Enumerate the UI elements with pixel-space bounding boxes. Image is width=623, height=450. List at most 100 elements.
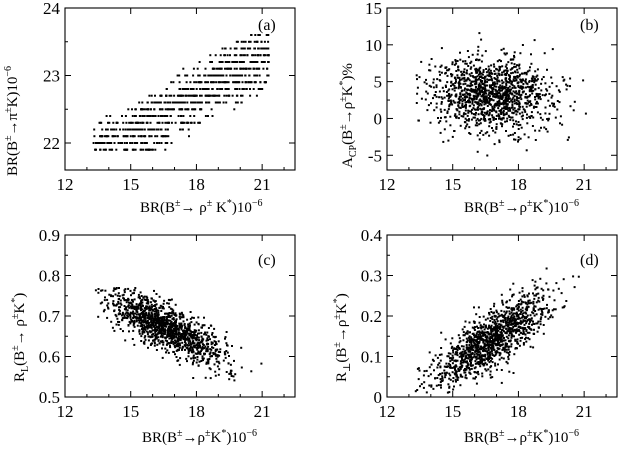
panel-d-point [492, 345, 494, 348]
panel-d-point [478, 356, 481, 358]
panel-a-point [180, 121, 183, 124]
panel-b-point [483, 111, 486, 114]
panel-b-point [515, 101, 518, 104]
panel-c-point [197, 323, 200, 326]
panel-a-point [210, 74, 212, 77]
panel-b-point [460, 70, 463, 73]
panel-b-point [547, 119, 550, 122]
panel-d-point [509, 318, 512, 320]
panel-d-point [499, 328, 501, 331]
panel-a-point [229, 74, 232, 77]
panel-a-point [208, 94, 211, 97]
panel-a-point [133, 128, 136, 131]
panel-c-point [202, 357, 205, 360]
panel-d-point [468, 355, 471, 358]
panel-a-point [154, 115, 157, 117]
panel-c-point [217, 373, 220, 376]
panel-d-point [464, 374, 467, 377]
panel-c-point [227, 362, 230, 365]
panel-a-point [231, 74, 234, 77]
panel-d-point [514, 312, 517, 315]
panel-d-point [493, 311, 496, 314]
panel-a-point [245, 81, 248, 84]
panel-b-point [484, 132, 487, 135]
panel-b-point [501, 82, 504, 85]
panel-c-point [174, 346, 177, 349]
panel-b-point [489, 78, 492, 81]
panel-c-point [224, 337, 226, 340]
panel-a-point [170, 81, 173, 84]
panel-b-point [503, 87, 506, 90]
panel-a-point [199, 108, 202, 111]
panel-b-point [502, 101, 505, 104]
panel-b-point [476, 124, 479, 127]
panel-a-point [195, 88, 198, 90]
panel-c-point [137, 307, 140, 310]
panel-d-point [534, 310, 537, 312]
panel-c-point [191, 363, 194, 366]
panel-b-point [516, 64, 518, 67]
panel-c-point [191, 316, 194, 319]
panel-b-point [479, 70, 482, 73]
panel-b-point [453, 76, 456, 79]
panel-c-point [151, 333, 154, 336]
panel-c-point [171, 324, 174, 326]
panel-d-point [494, 362, 497, 365]
panel-b-point [440, 64, 443, 67]
panel-a-point [149, 115, 151, 117]
panel-b-point [492, 99, 495, 102]
panel-c-point [172, 309, 175, 312]
panel-c-point [165, 343, 168, 346]
panel-c-point [149, 315, 152, 318]
panel-b-point [509, 108, 512, 111]
panel-d-point [456, 354, 459, 357]
panel-b-x-axis-label: BR(B±→ρ±K*)10−6 [464, 198, 579, 216]
panel-c-point [209, 351, 212, 354]
panel-c-point [158, 331, 161, 334]
panel-a-point [240, 40, 243, 43]
panel-b-point [539, 113, 542, 116]
panel-b-point [521, 72, 524, 75]
panel-d-point [517, 300, 520, 302]
panel-b-point [493, 73, 496, 75]
panel-b-point [488, 95, 491, 98]
panel-b-point [477, 73, 480, 76]
panel-c-point [196, 334, 198, 337]
panel-c-point [163, 299, 166, 302]
panel-b-point [545, 88, 548, 91]
panel-d-x-tick-label: 12 [379, 402, 396, 421]
panel-a-point [255, 94, 258, 97]
panel-c-point [139, 291, 142, 294]
panel-a-point [222, 74, 224, 77]
panel-d-point [469, 353, 472, 356]
panel-b-point [482, 114, 485, 116]
panel-b-point [472, 116, 475, 119]
panel-a-point [254, 61, 257, 63]
panel-d-point [484, 334, 487, 337]
panel-a-point [200, 94, 203, 97]
panel-b-point [508, 85, 511, 88]
panel-b-point [513, 56, 516, 59]
panel-d-point [475, 332, 478, 335]
panel-b-point [447, 89, 450, 92]
panel-a-point [93, 135, 96, 138]
panel-d-point [495, 350, 498, 353]
panel-a-point [267, 74, 270, 77]
panel-b-point [460, 95, 462, 98]
panel-c-point [178, 335, 181, 338]
panel-d-points [414, 267, 580, 394]
panel-c-point [147, 300, 150, 303]
panel-d-point [477, 345, 480, 348]
panel-b-point [518, 91, 521, 94]
panel-b-point [518, 112, 521, 115]
panel-a-point [258, 74, 261, 77]
panel-d-point [438, 353, 441, 356]
panel-c-point [232, 375, 235, 378]
panel-b-point [471, 108, 473, 111]
panel-b-point [469, 84, 472, 87]
panel-c-point [163, 316, 166, 318]
panel-b-point [498, 59, 501, 62]
panel-b-point [498, 68, 501, 70]
panel-c-point [135, 316, 138, 319]
panel-c-point [153, 289, 155, 292]
